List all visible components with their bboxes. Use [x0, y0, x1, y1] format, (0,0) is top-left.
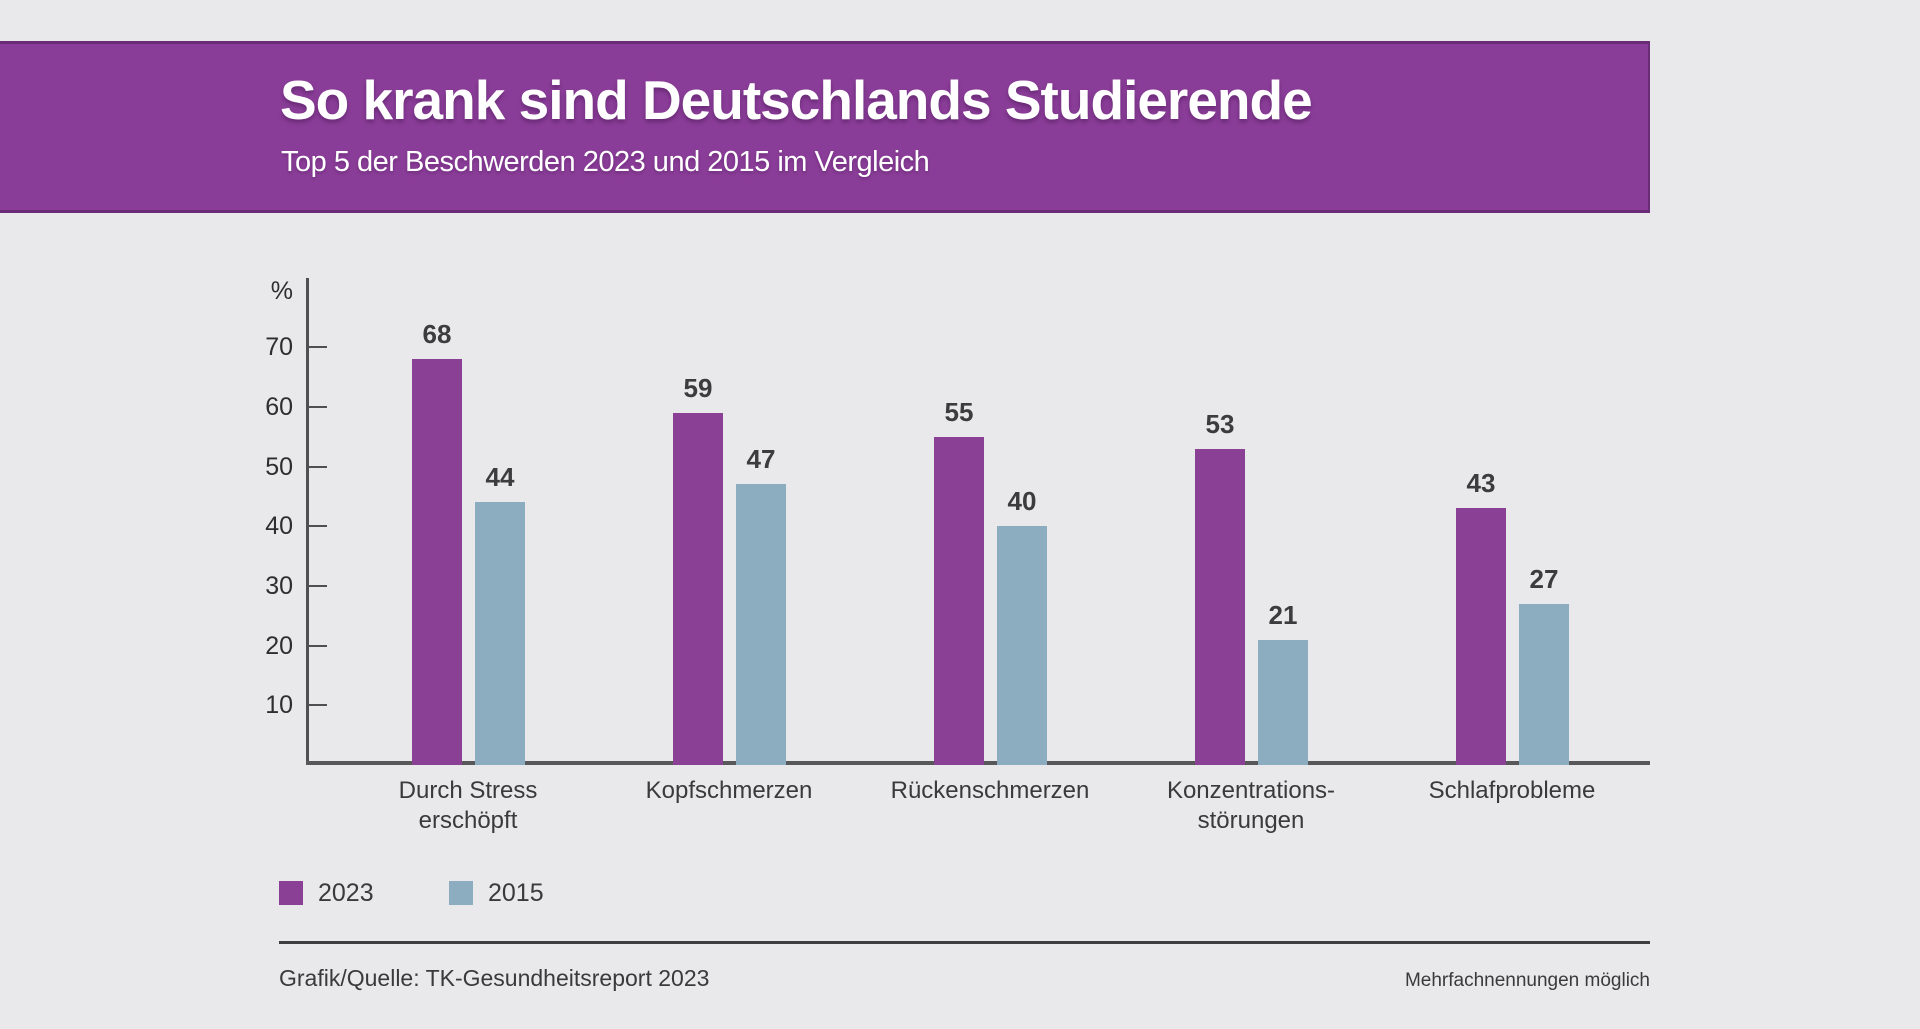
footer-divider	[279, 941, 1650, 944]
y-tick-mark	[309, 525, 327, 528]
y-tick-label: 10	[265, 691, 293, 720]
legend-label-2023: 2023	[318, 879, 374, 907]
value-label: 55	[944, 396, 974, 427]
header-banner: So krank sind Deutschlands Studierende T…	[0, 41, 1650, 213]
bar-2023-rect	[412, 359, 462, 765]
y-tick-label: 40	[265, 512, 293, 541]
y-tick-label: 50	[265, 452, 293, 481]
y-tick-label: 70	[265, 333, 293, 362]
value-label: 53	[1205, 408, 1235, 439]
legend-swatch-2015	[449, 881, 473, 905]
y-tick-mark	[309, 465, 327, 468]
page-subtitle: Top 5 der Beschwerden 2023 und 2015 im V…	[281, 146, 930, 178]
bar-2023-rect	[1456, 508, 1506, 765]
bar-2015-rect	[1258, 639, 1308, 765]
category-label-line: erschöpft	[418, 807, 518, 834]
category-label-line: Konzentrations-	[1166, 777, 1336, 804]
category-label-line: Schlafprobleme	[1428, 777, 1596, 804]
bar-2015-rect	[736, 484, 786, 765]
category-label-line: störungen	[1197, 807, 1305, 834]
value-label: 59	[683, 372, 713, 403]
value-label: 43	[1466, 468, 1496, 499]
y-axis-unit-label: %	[270, 277, 293, 305]
value-label: 44	[485, 462, 515, 493]
value-label: 21	[1268, 599, 1298, 630]
y-tick-mark	[309, 346, 327, 349]
page-title: So krank sind Deutschlands Studierende	[280, 69, 1313, 131]
value-label: 40	[1007, 486, 1037, 517]
bar-2015-rect	[1519, 603, 1569, 765]
category-label: Schlafprobleme	[1382, 776, 1642, 806]
value-label: 47	[746, 444, 776, 475]
category-label-line: Kopfschmerzen	[645, 777, 813, 804]
value-label: 68	[422, 319, 452, 350]
y-tick-mark	[309, 584, 327, 587]
y-tick-label: 60	[265, 392, 293, 421]
y-axis-line	[306, 278, 309, 765]
bar-2023-rect	[1195, 448, 1245, 765]
category-label: Kopfschmerzen	[599, 776, 859, 806]
legend-swatch-2023	[279, 881, 303, 905]
category-label-line: Rückenschmerzen	[890, 777, 1090, 804]
y-tick-mark	[309, 405, 327, 408]
bar-2015-rect	[997, 526, 1047, 765]
category-label: Durch Stress erschöpft	[338, 776, 598, 836]
note-text: Mehrfachnennungen möglich	[1404, 970, 1650, 991]
legend-label-2015: 2015	[488, 879, 544, 907]
bar-2015-rect	[475, 502, 525, 765]
y-tick-label: 30	[265, 571, 293, 600]
bar-2023-rect	[673, 412, 723, 765]
bar-2023-rect	[934, 436, 984, 765]
category-label-line: Durch Stress	[398, 777, 538, 804]
y-tick-label: 20	[265, 631, 293, 660]
value-label: 27	[1529, 563, 1559, 594]
source-text: Grafik/Quelle: TK-Gesundheitsreport 2023	[279, 965, 710, 991]
y-tick-mark	[309, 704, 327, 707]
y-tick-mark	[309, 644, 327, 647]
category-label: Rückenschmerzen	[860, 776, 1120, 806]
category-label: Konzentrations- störungen	[1121, 776, 1381, 836]
